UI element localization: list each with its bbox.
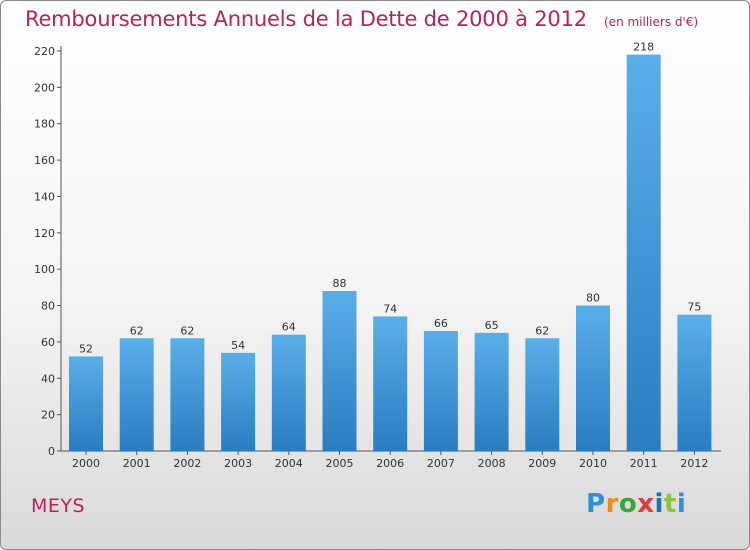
bar-2003 [221, 352, 256, 451]
y-tick-label: 60 [41, 336, 55, 349]
x-tick-label: 2006 [376, 457, 404, 470]
bar-2000 [69, 356, 103, 451]
bar-value-label: 88 [333, 277, 347, 290]
bar-value-label: 65 [485, 319, 499, 332]
bar-2011 [626, 54, 661, 452]
bar-value-label: 64 [282, 321, 296, 334]
proxiti-logo: Proxiti [586, 489, 686, 519]
bar-value-label: 54 [231, 339, 245, 352]
logo-letter: P [586, 489, 606, 519]
x-tick-label: 2011 [630, 457, 658, 470]
y-tick-label: 20 [41, 409, 55, 422]
x-tick-label: 2003 [224, 457, 252, 470]
y-tick-label: 220 [34, 45, 55, 58]
bar-2006 [373, 316, 408, 451]
x-tick-label: 2012 [680, 457, 708, 470]
x-tick-label: 2002 [173, 457, 201, 470]
y-tick-label: 0 [48, 445, 55, 458]
bar-2010 [576, 305, 610, 451]
bars [69, 54, 712, 452]
bar-2008 [474, 332, 509, 451]
x-tick-label: 2000 [72, 457, 100, 470]
x-tick-label: 2001 [123, 457, 151, 470]
logo-letter: o [618, 489, 638, 519]
y-axis: 0 20 40 60 80 100 120 140 160 180 200 220 [34, 45, 62, 458]
bar-value-label: 62 [180, 324, 194, 337]
bar-2009 [525, 338, 560, 451]
bar-2007 [423, 331, 458, 451]
x-axis: 2000 2001 2002 2003 2004 2005 2006 2007 2008 2009… [61, 450, 721, 470]
x-tick-label: 2005 [326, 457, 354, 470]
logo-letter: i [676, 489, 687, 519]
chart-title-block: Remboursements Annuels de la Dette de 20… [25, 7, 698, 31]
bar-2002 [170, 338, 205, 451]
y-tick-label: 200 [34, 81, 55, 94]
bar-2005 [322, 291, 357, 451]
y-tick-label: 80 [41, 300, 55, 313]
bar-value-label: 52 [79, 342, 93, 355]
logo-letter: t [663, 489, 677, 519]
y-tick-label: 140 [34, 190, 55, 203]
x-tick-label: 2009 [528, 457, 556, 470]
logo-letter: x [637, 489, 655, 519]
y-tick-label: 180 [34, 118, 55, 131]
x-tick-label: 2007 [427, 457, 455, 470]
bar-value-label: 218 [633, 41, 654, 54]
logo-letter: r [605, 489, 619, 519]
bar-2004 [271, 334, 306, 451]
bar-value-label: 62 [535, 324, 549, 337]
x-tick-label: 2010 [579, 457, 607, 470]
town-name: MEYS [31, 495, 86, 517]
bar-value-label: 80 [586, 292, 600, 305]
logo-letter: i [654, 489, 664, 519]
bar-2001 [119, 338, 154, 451]
bar-value-label: 74 [383, 302, 397, 315]
data-labels: 52 62 62 54 64 88 74 66 65 62 80 218 75 [79, 41, 701, 356]
bar-2012 [677, 314, 712, 451]
chart-unit: (en milliers d'€) [604, 15, 699, 29]
bar-value-label: 62 [130, 324, 144, 337]
bar-value-label: 75 [687, 301, 701, 314]
y-tick-label: 160 [34, 154, 55, 167]
y-tick-label: 100 [34, 263, 55, 276]
x-tick-label: 2004 [275, 457, 303, 470]
bar-value-label: 66 [434, 317, 448, 330]
y-tick-label: 120 [34, 227, 55, 240]
chart-title: Remboursements Annuels de la Dette de 20… [25, 7, 587, 31]
y-tick-label: 40 [41, 372, 55, 385]
x-tick-label: 2008 [478, 457, 506, 470]
